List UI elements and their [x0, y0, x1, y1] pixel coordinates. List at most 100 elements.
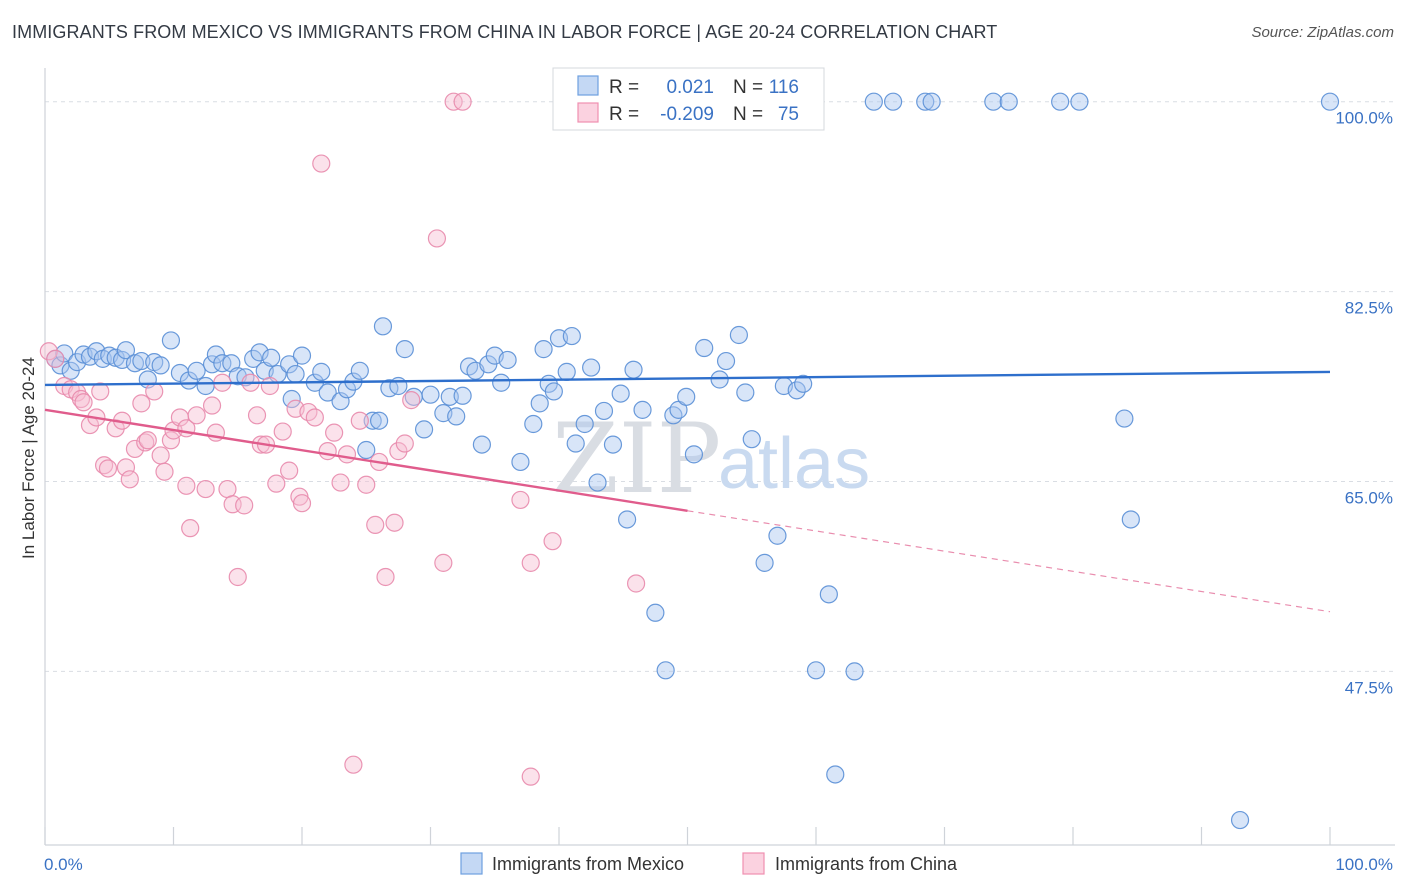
- data-point: [521, 767, 540, 786]
- data-point: [318, 442, 337, 461]
- data-point: [305, 408, 324, 427]
- data-point: [819, 585, 838, 604]
- data-point: [116, 458, 136, 477]
- data-point: [826, 765, 845, 784]
- data-point: [582, 358, 601, 377]
- data-point: [155, 462, 174, 481]
- data-point: [116, 341, 136, 360]
- y-tick-label: 47.5%: [1345, 678, 1393, 697]
- data-point: [806, 661, 826, 680]
- data-point: [244, 349, 263, 368]
- y-tick-label: 65.0%: [1345, 488, 1393, 507]
- data-point: [136, 433, 155, 452]
- legend-china-swatch: [577, 102, 599, 123]
- data-point: [742, 430, 761, 449]
- data-point: [453, 92, 472, 111]
- data-point: [260, 376, 279, 396]
- data-point: [312, 362, 331, 381]
- data-point: [434, 553, 453, 572]
- data-point: [575, 414, 594, 434]
- data-point: [331, 473, 350, 492]
- data-point: [151, 446, 170, 465]
- y-tick-label: 82.5%: [1345, 299, 1393, 318]
- data-point: [999, 92, 1018, 111]
- data-point: [472, 435, 491, 454]
- data-point: [695, 338, 714, 358]
- data-point: [292, 346, 312, 365]
- legend-bottom-mexico-swatch: [460, 852, 483, 875]
- data-point: [71, 389, 91, 409]
- data-point: [39, 342, 58, 361]
- data-point: [729, 325, 749, 345]
- data-point: [1230, 810, 1250, 830]
- data-point: [366, 515, 385, 534]
- data-point: [534, 340, 553, 359]
- y-axis-title: In Labor Force | Age 20-24: [19, 357, 38, 559]
- data-point: [350, 411, 369, 430]
- data-point: [626, 574, 646, 593]
- data-point: [421, 385, 440, 404]
- data-point: [624, 360, 643, 379]
- data-point: [562, 326, 581, 346]
- legend-mexico-n-value: 116: [769, 77, 799, 98]
- data-point: [922, 92, 941, 111]
- data-point: [350, 361, 369, 380]
- data-point: [395, 340, 414, 359]
- data-point: [151, 356, 170, 375]
- data-point: [736, 383, 755, 402]
- legend-china-r-value: -0.209: [660, 104, 714, 125]
- data-point: [202, 396, 222, 415]
- data-point: [611, 384, 630, 403]
- data-point: [187, 361, 206, 380]
- legend-china-n-value: 75: [778, 104, 799, 125]
- data-point: [447, 407, 466, 426]
- data-point: [282, 389, 301, 409]
- tick-labels: 47.5% 65.0% 82.5% 100.0% 0.0% 100.0%: [44, 109, 1393, 874]
- data-point: [247, 406, 267, 425]
- data-point: [286, 364, 305, 384]
- data-point: [125, 439, 145, 459]
- data-point: [656, 661, 675, 680]
- data-point: [389, 442, 408, 461]
- legend-mexico-n-label: N =: [733, 77, 763, 98]
- legend-china-r-label: R =: [609, 104, 639, 125]
- data-point: [196, 376, 215, 396]
- data-point: [588, 473, 607, 492]
- data-point: [250, 343, 269, 362]
- data-point: [74, 393, 93, 412]
- data-point: [337, 445, 357, 464]
- data-point: [179, 371, 199, 390]
- data-point: [710, 370, 729, 389]
- data-point: [262, 348, 281, 367]
- data-point: [389, 376, 408, 396]
- data-point: [492, 373, 511, 392]
- legend-mexico-r-value: 0.021: [666, 77, 714, 98]
- data-point: [427, 229, 447, 248]
- y-tick-label: 100.0%: [1335, 109, 1393, 128]
- data-point: [603, 435, 623, 454]
- data-point: [318, 383, 337, 402]
- data-point: [280, 355, 299, 374]
- data-point: [684, 445, 704, 464]
- data-point: [357, 475, 376, 494]
- legend-bottom-china-label: Immigrants from China: [775, 854, 958, 874]
- data-point: [120, 470, 139, 489]
- data-point: [132, 351, 151, 371]
- axes: [44, 68, 1395, 846]
- data-point: [363, 411, 382, 430]
- data-point: [511, 490, 530, 510]
- data-point: [196, 479, 215, 499]
- data-point: [883, 92, 903, 111]
- data-point: [91, 382, 110, 401]
- data-point: [755, 553, 774, 572]
- data-point: [716, 351, 736, 371]
- data-point: [357, 440, 376, 460]
- series-mexico-points: [46, 92, 1340, 830]
- data-point: [1070, 92, 1089, 111]
- data-point: [370, 411, 389, 430]
- watermark-zip: ZIP: [552, 403, 721, 515]
- chart-source: Source: ZipAtlas.com: [1251, 24, 1394, 41]
- data-point: [161, 331, 181, 350]
- x-tick-label: 0.0%: [44, 855, 83, 874]
